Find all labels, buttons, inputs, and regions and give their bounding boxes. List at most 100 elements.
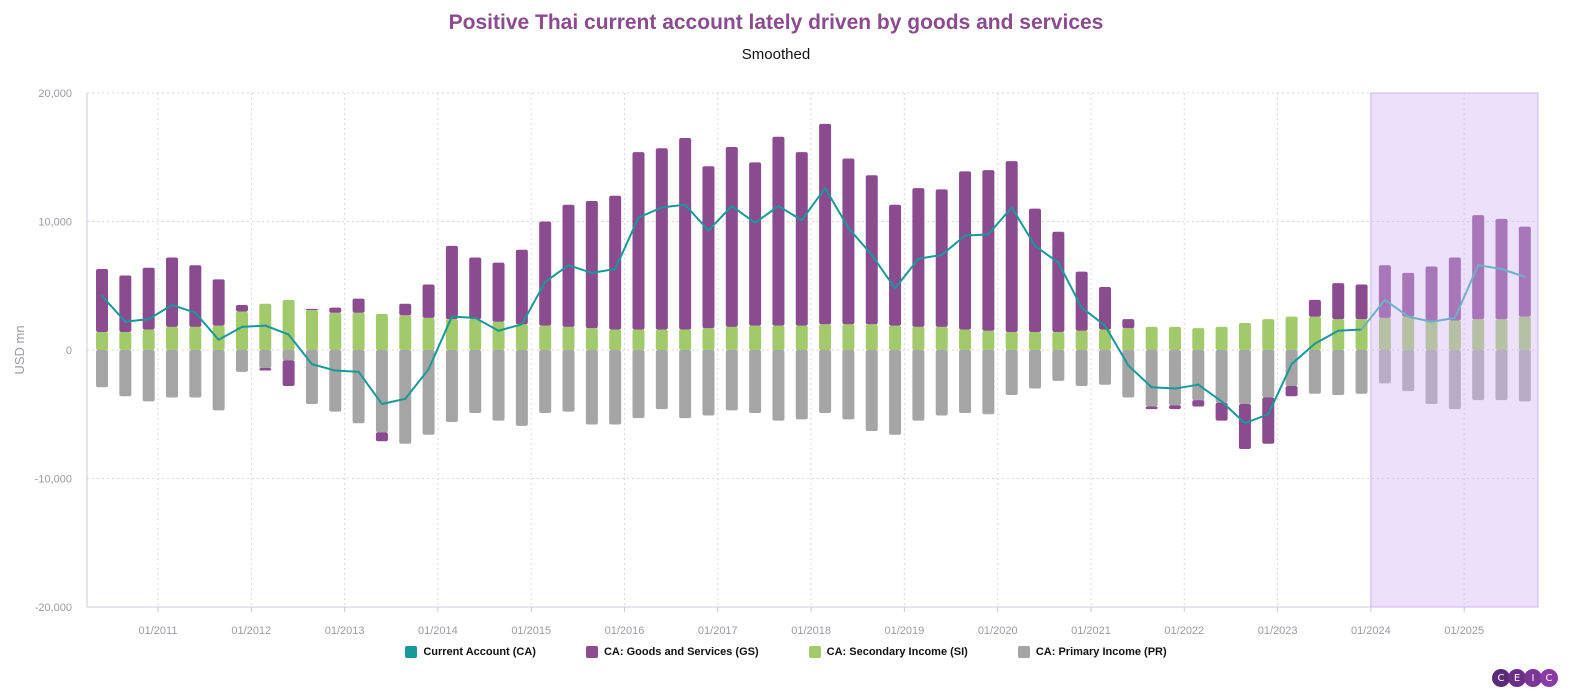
bar-pr — [1098, 350, 1111, 385]
bar-pr — [1308, 350, 1321, 394]
bar-pr — [749, 350, 762, 413]
bar-stack — [1332, 283, 1345, 395]
bar-si — [1472, 319, 1485, 350]
bar-si — [1285, 316, 1298, 350]
legend-swatch — [405, 646, 418, 658]
bar-pr — [1238, 350, 1251, 404]
bar-pr — [539, 350, 552, 413]
ca-line-segment — [1477, 264, 1503, 271]
bar-si — [1332, 319, 1345, 350]
legend-item-gs[interactable]: CA: Goods and Services (GS) — [585, 646, 759, 658]
bar-gs — [1332, 283, 1345, 320]
bar-gs — [445, 245, 458, 320]
bar-si — [282, 299, 295, 350]
bar-gs — [702, 166, 715, 329]
bar-pr — [445, 350, 458, 422]
x-tick-label: 01/2025 — [1444, 625, 1484, 637]
bar-pr — [842, 350, 855, 420]
bar-si — [212, 325, 225, 350]
bar-stack — [375, 314, 388, 442]
bar-stack — [889, 204, 902, 435]
bar-gs — [1052, 231, 1065, 333]
bar-si — [469, 319, 482, 350]
bar-pr — [1215, 350, 1228, 403]
ca-line-segment — [870, 253, 897, 290]
ca-line-segment — [357, 370, 383, 405]
bar-stack — [305, 308, 318, 404]
bar-stack — [935, 189, 948, 416]
legend-item-ca[interactable]: Current Account (CA) — [405, 646, 536, 658]
bar-pr — [725, 350, 738, 411]
bar-si — [749, 325, 762, 350]
bar-stack — [1005, 161, 1018, 395]
chart-subtitle: Smoothed — [741, 46, 811, 63]
bar-gs — [842, 158, 855, 325]
bar-gs — [585, 200, 598, 329]
bar-si — [1495, 319, 1508, 350]
x-tick-label: 01/2013 — [325, 625, 365, 637]
x-tick-label: 01/2018 — [791, 625, 831, 637]
ca-line-segment — [147, 304, 173, 321]
ca-line-segment — [660, 203, 687, 209]
bar-si — [935, 326, 948, 350]
bar-stack — [842, 158, 855, 420]
bar-stack — [119, 275, 132, 397]
logo-letter: C — [1540, 669, 1558, 687]
x-tick-label: 01/2012 — [231, 625, 271, 637]
bar-pr — [1168, 350, 1181, 406]
y-tick-label: 10,000 — [38, 217, 72, 229]
ca-line-segment — [1103, 324, 1130, 367]
x-tick-label: 01/2015 — [511, 625, 551, 637]
bar-gs — [212, 279, 225, 326]
bar-gs — [982, 170, 995, 331]
bar-si — [492, 321, 505, 350]
bar-si — [1402, 316, 1415, 350]
bar-gs — [959, 171, 972, 330]
bar-si — [235, 311, 248, 350]
bar-si — [725, 326, 738, 350]
bar-si — [1215, 326, 1228, 350]
bar-si — [445, 319, 458, 350]
bar-gs — [305, 308, 318, 311]
legend-label: CA: Secondary Income (SI) — [826, 646, 968, 658]
bar-pr — [235, 350, 248, 372]
x-tick-label: 01/2014 — [418, 625, 458, 637]
bar-si — [1122, 328, 1135, 350]
bar-gs — [889, 204, 902, 326]
bar-stack — [1355, 284, 1368, 394]
ca-line-segment — [264, 324, 290, 336]
ca-line-segment — [777, 205, 803, 222]
legend-item-si[interactable]: CA: Secondary Income (SI) — [808, 646, 968, 658]
legend-swatch — [808, 646, 821, 658]
ca-line-segment — [474, 316, 500, 332]
x-tick-label: 01/2022 — [1164, 625, 1204, 637]
bar-stack — [1238, 323, 1251, 449]
ca-line-segment — [427, 315, 453, 371]
bar-pr — [889, 350, 902, 435]
legend-item-pr[interactable]: CA: Primary Income (PR) — [1017, 646, 1167, 658]
ca-line-segment — [404, 368, 430, 400]
bar-gs — [1238, 403, 1251, 449]
ca-line-segment — [1360, 298, 1386, 331]
x-tick-label: 01/2019 — [885, 625, 925, 637]
bar-gs — [632, 152, 645, 330]
bar-gs — [422, 284, 435, 318]
bar-pr — [982, 350, 995, 415]
bar-pr — [469, 350, 482, 413]
legend-label: Current Account (CA) — [423, 646, 536, 658]
bar-stack — [959, 171, 972, 413]
x-tick-label: 01/2023 — [1258, 625, 1298, 637]
bar-si — [375, 314, 388, 350]
bar-si — [539, 325, 552, 350]
bar-si — [1052, 332, 1065, 350]
bar-gs — [515, 249, 528, 325]
bar-gs — [165, 257, 178, 327]
ca-line-segment — [310, 363, 337, 372]
bar-pr — [935, 350, 948, 416]
bar-si — [329, 312, 342, 350]
bar-pr — [1448, 350, 1461, 410]
bar-si — [1145, 326, 1158, 350]
ca-line-segment — [1197, 383, 1223, 403]
bar-pr — [679, 350, 692, 419]
bar-pr — [352, 350, 365, 424]
